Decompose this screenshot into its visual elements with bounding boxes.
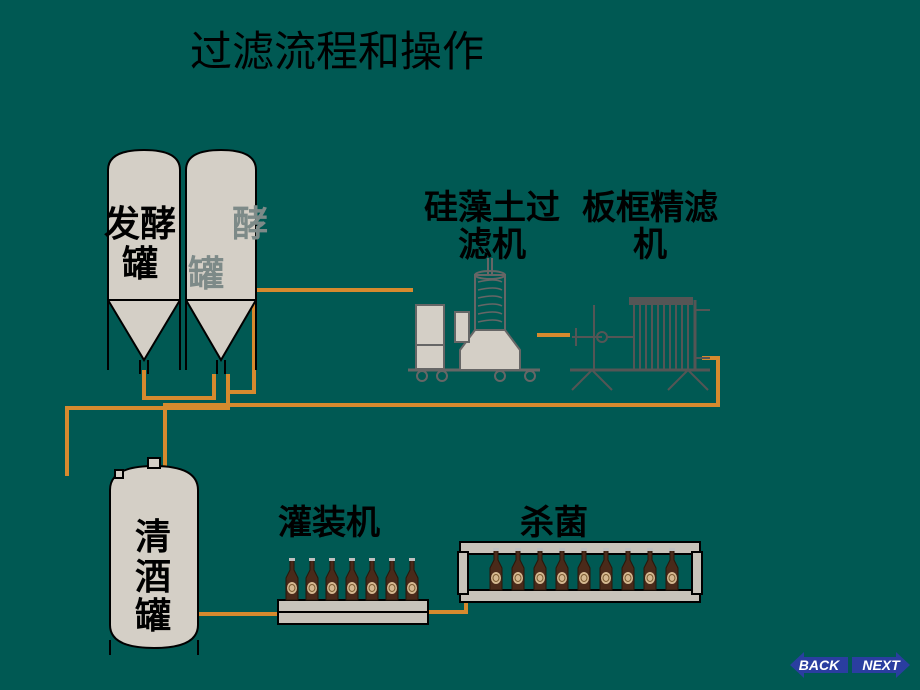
bottle-icon (366, 558, 378, 600)
de-filter-machine (408, 258, 540, 381)
bottle-icon (286, 558, 298, 600)
bottle-icon (306, 558, 318, 600)
filler-machine (278, 600, 428, 624)
label-pasteurizer: 杀菌 (520, 505, 588, 542)
label-de-filter: 硅藻土过滤机 (412, 190, 572, 265)
label-ferment-1: 发酵罐 (100, 205, 180, 284)
label-ferment-2b: 罐 (188, 255, 224, 295)
label-filler: 灌装机 (278, 505, 380, 542)
back-button[interactable]: BACK (790, 652, 848, 678)
label-ferment-2a: 酵 (232, 205, 268, 245)
bottle-icon (326, 558, 338, 600)
slide-title: 过滤流程和操作 (190, 18, 484, 79)
next-button[interactable]: NEXT (852, 652, 910, 678)
label-plate-filter: 板框精滤机 (580, 190, 720, 265)
label-bright-tank: 清酒罐 (128, 518, 178, 637)
bottle-icon (386, 558, 398, 600)
plate-filter-machine (570, 298, 710, 390)
bottle-icon (406, 558, 418, 600)
bottle-icon (346, 558, 358, 600)
